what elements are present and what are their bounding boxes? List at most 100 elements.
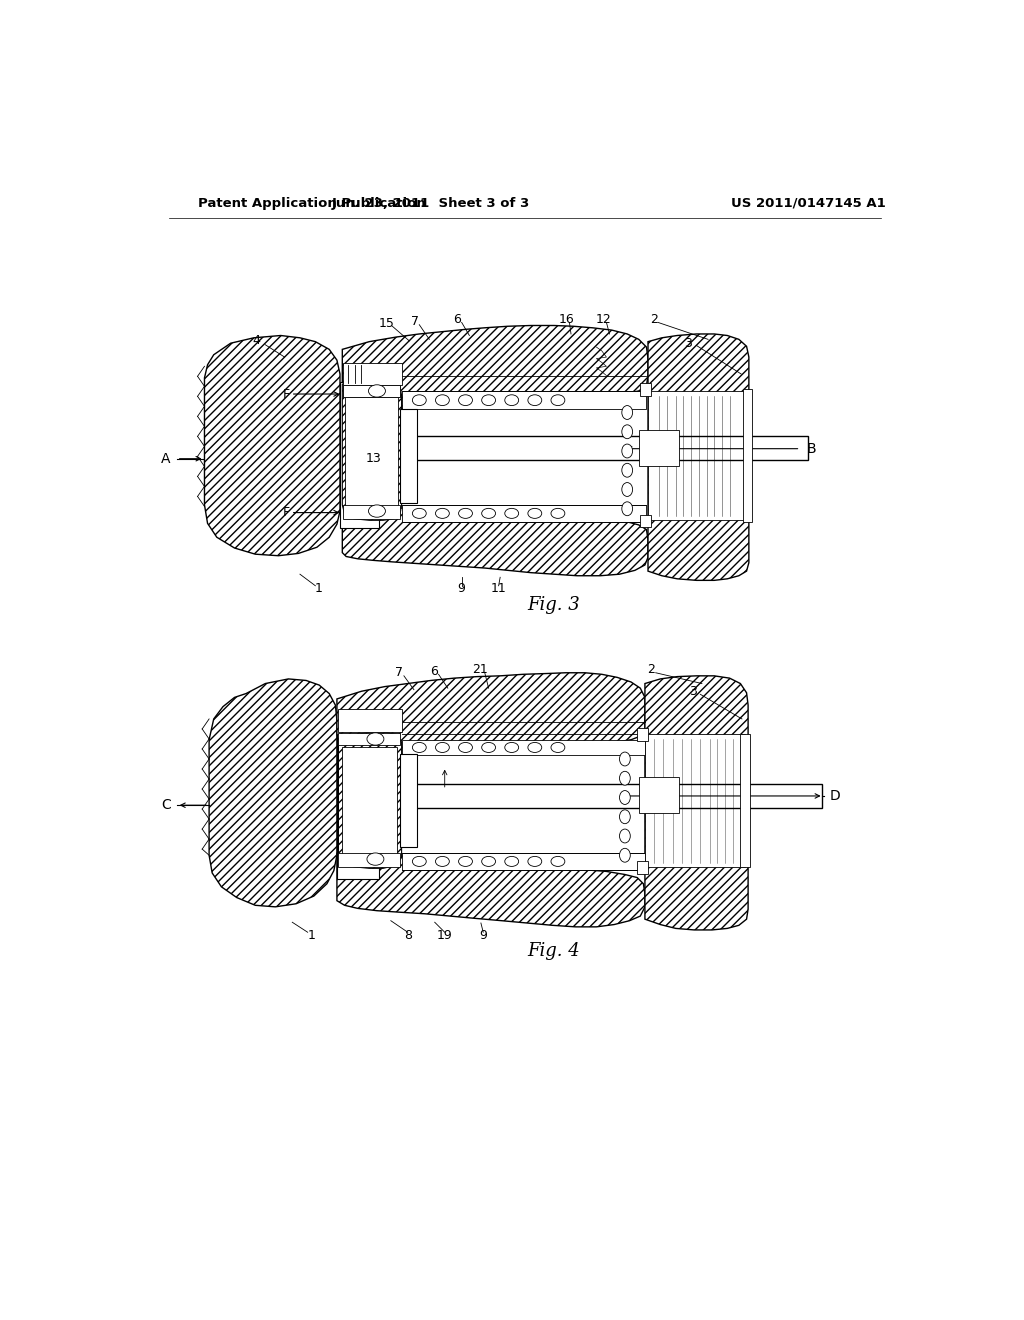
Ellipse shape: [435, 508, 450, 519]
Polygon shape: [337, 853, 645, 927]
Polygon shape: [342, 326, 648, 409]
Text: F: F: [283, 506, 290, 519]
Text: Fig. 4: Fig. 4: [527, 942, 581, 961]
Text: 3: 3: [688, 685, 696, 698]
Text: 11: 11: [490, 582, 507, 595]
Bar: [339, 853, 400, 867]
Ellipse shape: [413, 742, 426, 752]
Text: 2: 2: [650, 313, 658, 326]
Ellipse shape: [413, 395, 426, 405]
Text: 12: 12: [596, 313, 611, 326]
Ellipse shape: [505, 857, 518, 866]
Ellipse shape: [459, 857, 472, 866]
Ellipse shape: [413, 857, 426, 866]
Bar: [639, 430, 679, 466]
Polygon shape: [209, 678, 337, 907]
Text: 9: 9: [479, 929, 487, 942]
Ellipse shape: [435, 857, 450, 866]
Ellipse shape: [367, 853, 384, 866]
Text: 7: 7: [395, 667, 403, 680]
Bar: [400, 755, 417, 847]
Text: Fig. 3: Fig. 3: [527, 597, 581, 614]
Text: 1: 1: [307, 929, 315, 942]
Bar: [345, 396, 397, 512]
Bar: [343, 506, 400, 519]
Text: 4: 4: [252, 334, 260, 347]
Polygon shape: [339, 733, 401, 869]
Ellipse shape: [528, 742, 542, 752]
Ellipse shape: [622, 502, 633, 516]
Ellipse shape: [505, 508, 518, 519]
Bar: [400, 784, 822, 808]
Ellipse shape: [620, 791, 631, 804]
Ellipse shape: [413, 508, 426, 519]
Bar: [339, 709, 401, 733]
Ellipse shape: [622, 463, 633, 477]
Text: 6: 6: [453, 313, 461, 326]
Bar: [401, 391, 646, 409]
Text: US 2011/0147145 A1: US 2011/0147145 A1: [731, 197, 886, 210]
Ellipse shape: [528, 508, 542, 519]
Text: D: D: [829, 789, 841, 803]
Bar: [740, 734, 750, 867]
Ellipse shape: [622, 483, 633, 496]
Bar: [640, 383, 651, 396]
Bar: [640, 515, 651, 527]
Polygon shape: [337, 673, 645, 755]
Text: 13: 13: [366, 453, 381, 465]
Ellipse shape: [620, 829, 631, 843]
Ellipse shape: [620, 752, 631, 766]
Ellipse shape: [528, 395, 542, 405]
Ellipse shape: [551, 857, 565, 866]
Bar: [637, 729, 648, 741]
Ellipse shape: [367, 733, 384, 744]
Bar: [343, 363, 401, 385]
Ellipse shape: [620, 809, 631, 824]
Text: 3: 3: [684, 337, 692, 350]
Text: 19: 19: [437, 929, 453, 942]
Bar: [400, 409, 417, 503]
Text: 2: 2: [647, 663, 655, 676]
Text: B: B: [807, 442, 816, 455]
Ellipse shape: [505, 742, 518, 752]
Bar: [339, 733, 400, 744]
Ellipse shape: [551, 508, 565, 519]
Text: A: A: [161, 451, 171, 466]
Ellipse shape: [622, 425, 633, 438]
Text: C: C: [161, 799, 171, 812]
Bar: [337, 734, 379, 879]
Text: 7: 7: [412, 315, 420, 329]
Ellipse shape: [369, 506, 385, 517]
Ellipse shape: [620, 849, 631, 862]
Ellipse shape: [481, 395, 496, 405]
Polygon shape: [648, 334, 749, 581]
Bar: [639, 777, 679, 813]
Polygon shape: [343, 385, 400, 397]
Text: Patent Application Publication: Patent Application Publication: [199, 197, 426, 210]
Ellipse shape: [435, 395, 450, 405]
Ellipse shape: [622, 405, 633, 420]
Text: 21: 21: [472, 663, 488, 676]
Ellipse shape: [620, 771, 631, 785]
Ellipse shape: [459, 395, 472, 405]
Ellipse shape: [459, 742, 472, 752]
Text: F: F: [283, 388, 290, 400]
Ellipse shape: [481, 857, 496, 866]
Bar: [340, 381, 379, 528]
Text: 15: 15: [379, 317, 395, 330]
Ellipse shape: [505, 395, 518, 405]
Ellipse shape: [551, 742, 565, 752]
Text: 1: 1: [314, 582, 323, 595]
Bar: [742, 389, 752, 521]
Text: 6: 6: [430, 665, 438, 677]
Bar: [343, 385, 400, 397]
Ellipse shape: [481, 508, 496, 519]
Ellipse shape: [435, 742, 450, 752]
Text: 8: 8: [403, 929, 412, 942]
Bar: [637, 862, 648, 874]
Ellipse shape: [551, 395, 565, 405]
Bar: [342, 747, 397, 862]
Polygon shape: [342, 506, 648, 576]
Bar: [648, 391, 746, 520]
Polygon shape: [205, 335, 340, 556]
